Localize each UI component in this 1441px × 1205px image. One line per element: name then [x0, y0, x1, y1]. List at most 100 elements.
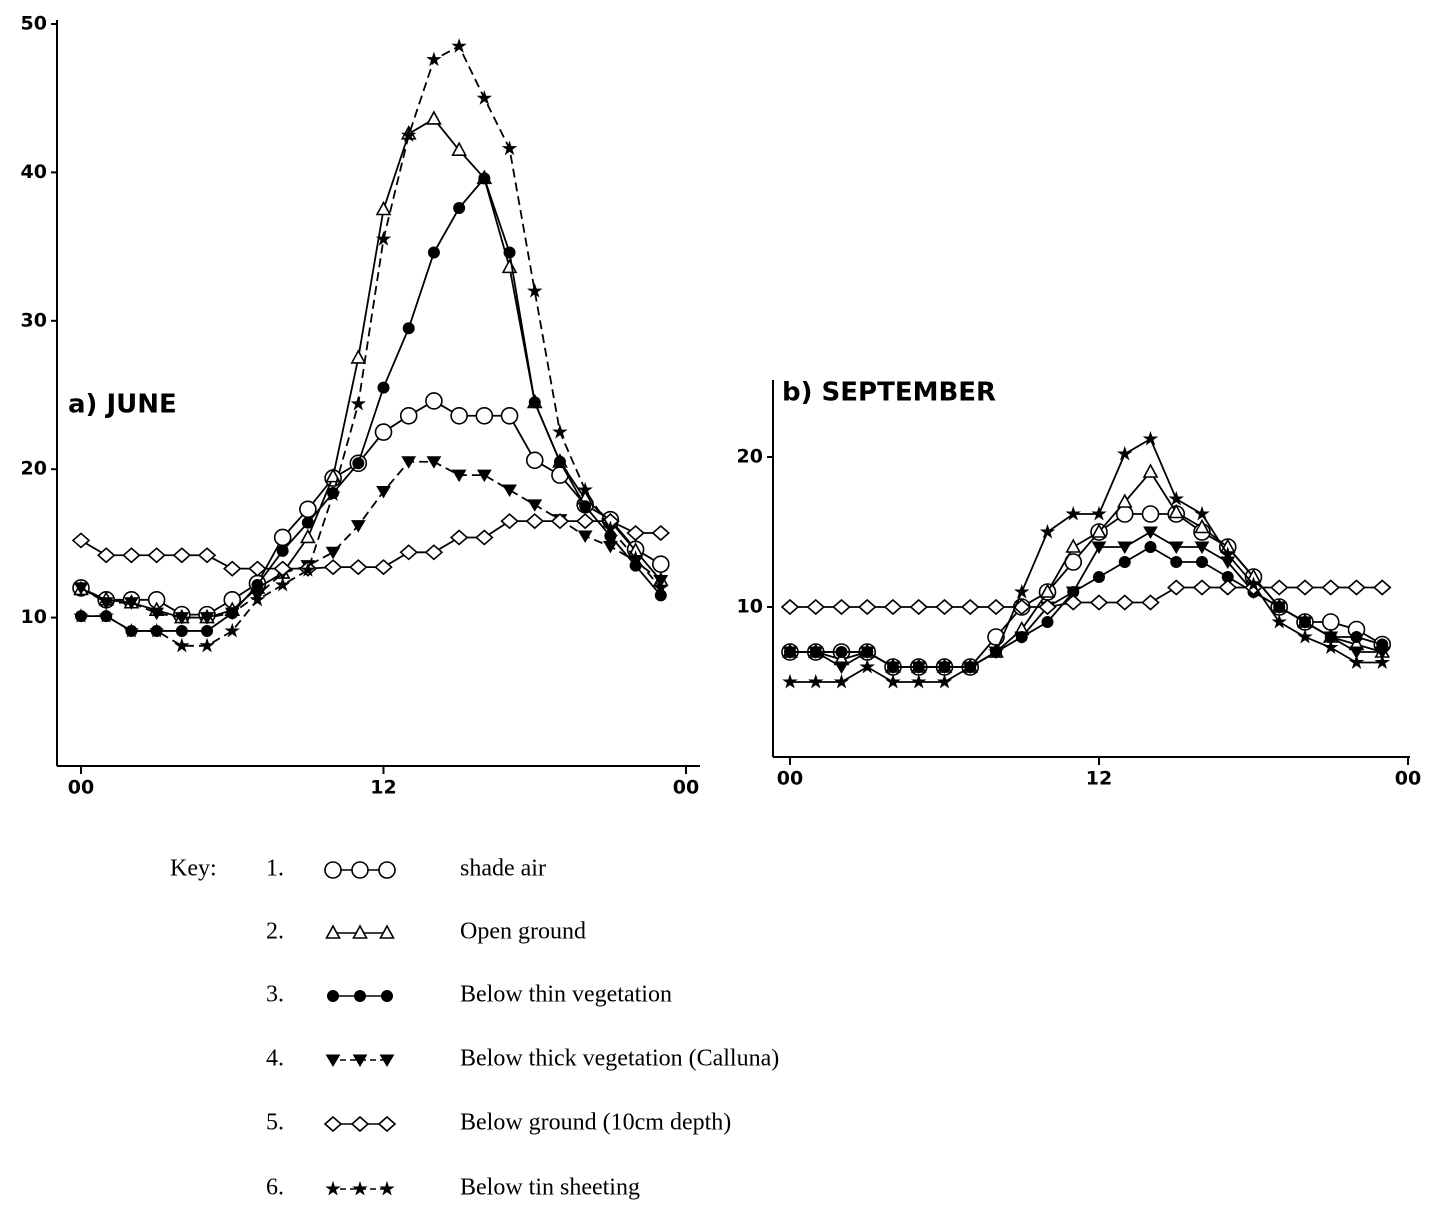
marker	[401, 127, 417, 142]
marker	[376, 485, 391, 499]
marker	[575, 513, 595, 530]
marker	[379, 1180, 395, 1196]
marker	[1297, 616, 1313, 629]
marker	[273, 528, 292, 547]
marker	[527, 283, 543, 298]
marker	[909, 598, 928, 616]
marker	[273, 560, 292, 577]
marker	[1271, 601, 1287, 614]
marker	[1192, 579, 1212, 596]
marker	[375, 231, 392, 246]
marker	[1089, 594, 1109, 611]
marker	[352, 1180, 368, 1196]
marker	[379, 1054, 395, 1067]
marker	[1348, 654, 1365, 670]
legend-entry: Below tin sheeting	[460, 1175, 640, 1201]
x-tick-label: 00	[673, 777, 699, 799]
key-number: 2.	[266, 919, 284, 945]
marker	[1039, 583, 1056, 598]
marker	[885, 661, 901, 674]
marker	[449, 529, 469, 546]
marker	[577, 530, 593, 543]
marker	[224, 622, 240, 638]
marker	[453, 202, 466, 215]
marker	[1039, 523, 1056, 539]
marker	[1220, 546, 1236, 562]
marker	[98, 608, 114, 623]
marker	[325, 546, 341, 560]
marker	[627, 550, 644, 565]
marker	[325, 486, 341, 501]
marker	[859, 646, 875, 659]
panel-title: a) JUNE	[68, 390, 177, 420]
marker	[935, 598, 954, 616]
marker	[73, 582, 89, 595]
marker	[378, 861, 396, 879]
series-line	[80, 399, 662, 616]
marker	[223, 560, 242, 577]
marker	[426, 110, 442, 125]
legend-entry: Open ground	[460, 919, 586, 945]
y-tick-label: 30	[21, 309, 47, 331]
marker	[147, 547, 166, 564]
marker	[276, 544, 289, 557]
marker	[327, 990, 339, 1002]
marker	[323, 559, 343, 576]
marker	[780, 598, 800, 616]
marker	[1118, 556, 1131, 568]
marker	[352, 924, 368, 939]
marker	[451, 141, 467, 156]
marker	[1091, 541, 1107, 554]
marker	[553, 455, 566, 468]
marker	[122, 547, 141, 564]
marker	[528, 396, 541, 409]
marker	[1168, 490, 1184, 506]
marker	[248, 560, 267, 577]
marker	[1194, 518, 1210, 534]
marker	[350, 349, 367, 364]
marker	[1323, 631, 1339, 644]
marker	[201, 624, 214, 637]
marker	[1038, 598, 1057, 616]
marker	[1168, 541, 1184, 554]
marker	[325, 1180, 341, 1196]
marker	[1167, 579, 1186, 596]
marker	[859, 658, 875, 674]
marker	[1349, 646, 1364, 659]
marker	[1374, 654, 1390, 670]
key-number: 5.	[266, 1110, 284, 1136]
marker	[1064, 594, 1083, 611]
marker	[858, 598, 877, 616]
marker	[71, 532, 91, 549]
legend-entry: shade air	[460, 856, 546, 882]
marker	[174, 637, 190, 653]
marker	[988, 643, 1004, 659]
marker	[375, 200, 392, 216]
marker	[425, 392, 443, 410]
marker	[172, 547, 192, 564]
series-line	[80, 117, 662, 619]
marker	[962, 658, 978, 674]
marker	[936, 673, 953, 689]
marker	[1142, 463, 1159, 478]
marker	[1117, 445, 1133, 461]
marker	[1321, 613, 1340, 631]
series-line	[790, 513, 1383, 668]
marker	[402, 322, 415, 335]
marker	[1245, 576, 1262, 592]
marker	[96, 547, 116, 564]
marker	[325, 1054, 341, 1067]
marker	[1093, 571, 1105, 583]
marker	[808, 646, 824, 659]
legend-entry: Below thin vegetation	[460, 982, 672, 1008]
marker	[325, 924, 341, 939]
marker	[1347, 579, 1366, 596]
marker	[501, 258, 518, 274]
marker	[808, 673, 824, 689]
marker	[73, 608, 89, 623]
marker	[1321, 579, 1340, 596]
marker	[1218, 579, 1237, 596]
marker	[1168, 503, 1185, 519]
marker	[1143, 526, 1158, 539]
